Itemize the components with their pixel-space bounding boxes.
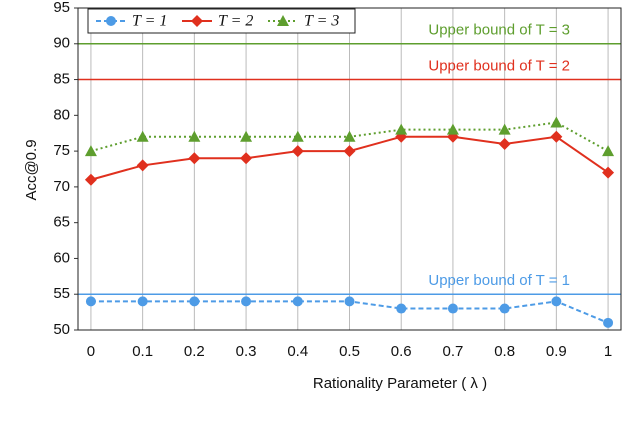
marker xyxy=(447,303,458,314)
y-tick-label: 85 xyxy=(53,71,70,88)
marker xyxy=(550,130,563,143)
x-tick-label: 0.6 xyxy=(391,343,412,360)
x-tick-label: 0.9 xyxy=(546,343,567,360)
marker xyxy=(550,116,563,128)
marker xyxy=(189,296,200,307)
marker xyxy=(602,166,615,179)
marker xyxy=(277,15,289,26)
marker xyxy=(343,130,356,142)
y-tick-label: 50 xyxy=(53,321,70,338)
marker xyxy=(291,130,304,142)
x-tick-label: 0.5 xyxy=(339,343,360,360)
plot-frame xyxy=(77,7,622,331)
y-tick-label: 55 xyxy=(53,285,70,302)
marker xyxy=(343,145,356,158)
marker xyxy=(137,296,148,307)
legend-label: T = 1 xyxy=(132,13,167,30)
marker xyxy=(291,145,304,158)
marker xyxy=(499,303,510,314)
marker xyxy=(106,16,116,26)
reference-label: Upper bound of T = 2 xyxy=(428,58,570,75)
legend-label: T = 2 xyxy=(218,13,253,30)
marker xyxy=(602,145,615,157)
marker xyxy=(84,173,97,186)
legend-label: T = 3 xyxy=(304,13,339,30)
marker xyxy=(85,296,96,307)
y-tick-label: 90 xyxy=(53,35,70,52)
y-tick-label: 70 xyxy=(53,178,70,195)
x-tick-label: 0.3 xyxy=(236,343,257,360)
x-axis-label: Rationality Parameter ( λ ) xyxy=(313,375,487,392)
y-tick-label: 75 xyxy=(53,142,70,159)
x-tick-label: 0.7 xyxy=(442,343,463,360)
y-tick-label: 95 xyxy=(53,0,70,16)
marker xyxy=(84,145,97,157)
marker xyxy=(188,152,201,165)
reference-label: Upper bound of T = 1 xyxy=(428,272,570,289)
marker xyxy=(603,317,614,328)
marker xyxy=(395,123,408,135)
marker xyxy=(241,296,252,307)
x-tick-label: 0.8 xyxy=(494,343,515,360)
x-tick-label: 0.4 xyxy=(287,343,308,360)
marker xyxy=(188,130,201,142)
y-tick-label: 60 xyxy=(53,249,70,266)
marker xyxy=(240,152,253,165)
marker xyxy=(136,159,149,172)
marker xyxy=(344,296,355,307)
marker xyxy=(191,15,203,27)
y-tick-label: 65 xyxy=(53,214,70,231)
marker xyxy=(240,130,253,142)
marker xyxy=(136,130,149,142)
marker xyxy=(292,296,303,307)
x-tick-label: 0 xyxy=(87,343,95,360)
x-tick-label: 0.1 xyxy=(132,343,153,360)
marker xyxy=(498,137,511,150)
y-axis-label: Acc@0.9 xyxy=(23,139,40,200)
x-tick-label: 1 xyxy=(604,343,612,360)
x-tick-label: 0.2 xyxy=(184,343,205,360)
marker xyxy=(396,303,407,314)
marker xyxy=(498,123,511,135)
legend-box xyxy=(87,8,356,34)
reference-label: Upper bound of T = 3 xyxy=(428,22,570,39)
y-tick-label: 80 xyxy=(53,106,70,123)
marker xyxy=(446,123,459,135)
marker xyxy=(551,296,562,307)
